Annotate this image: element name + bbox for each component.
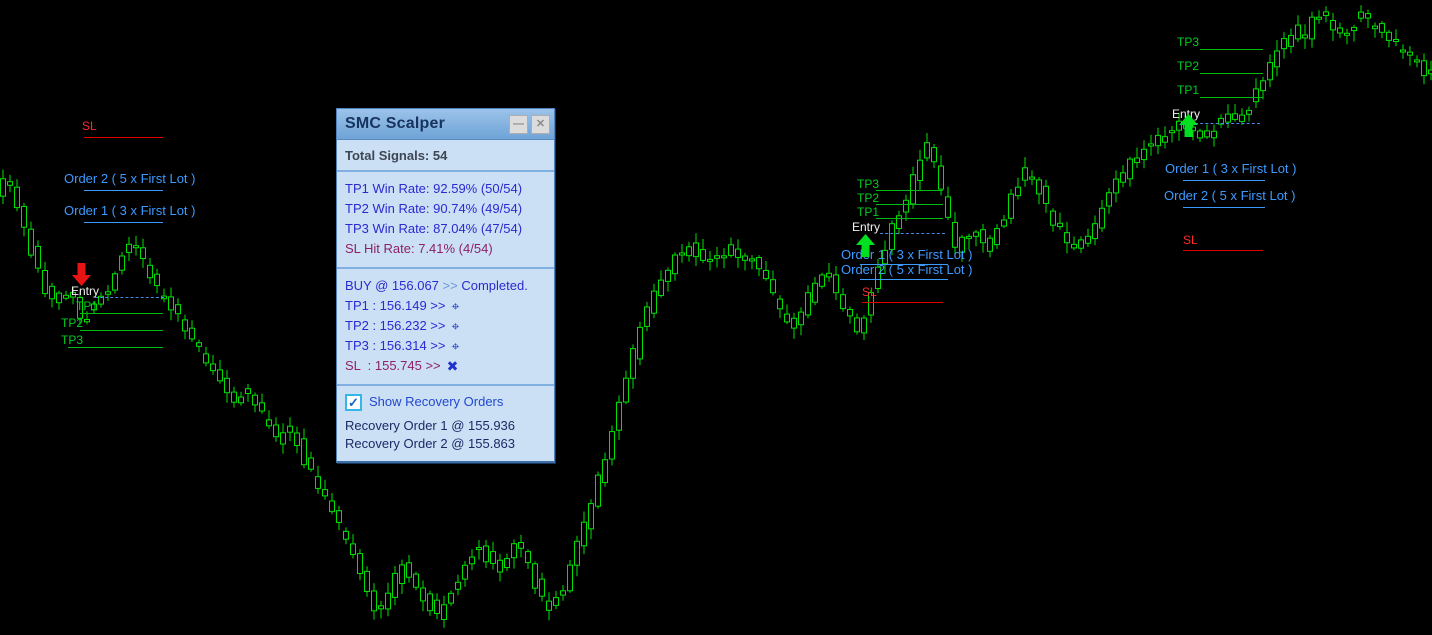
tp1-winrate: TP1 Win Rate: 92.59% (50/54) (345, 181, 523, 196)
close-x-icon[interactable]: ✖ (446, 358, 459, 374)
signal-sl-row: SL : 155.745 >> ✖ (345, 356, 546, 376)
recovery-section: ✓ Show Recovery Orders Recovery Order 1 … (337, 386, 554, 461)
signal-tp1-row: TP1 : 156.149 >> ⌖ (345, 296, 546, 316)
recovery-checkbox[interactable]: ✓ (345, 393, 362, 411)
tp2-target-text: TP2 : 156.232 >> (345, 318, 446, 333)
sl-target-text: SL : 155.745 >> (345, 358, 441, 373)
panel-titlebar[interactable]: SMC Scalper — ✕ (337, 109, 554, 140)
tp1-target-text: TP1 : 156.149 >> (345, 298, 446, 313)
recovery-order-1: Recovery Order 1 @ 155.936 (345, 418, 516, 433)
separator (337, 384, 554, 386)
separator (337, 267, 554, 269)
show-recovery-orders-row[interactable]: ✓ Show Recovery Orders (345, 393, 546, 411)
panel-title: SMC Scalper (345, 115, 446, 132)
smc-scalper-panel[interactable]: SMC Scalper — ✕ Total Signals: 54 TP1 Wi… (336, 108, 555, 463)
signal-tp3-row: TP3 : 156.314 >> ⌖ (345, 336, 546, 356)
recovery-order-2: Recovery Order 2 @ 155.863 (345, 436, 516, 451)
signal-status-text: Completed. (461, 278, 528, 293)
close-button[interactable]: ✕ (531, 114, 550, 134)
target-icon[interactable]: ⌖ (451, 318, 460, 334)
total-signals: Total Signals: 54 (337, 140, 554, 172)
target-icon[interactable]: ⌖ (451, 338, 460, 354)
signal-section: BUY @ 156.067 >> Completed. TP1 : 156.14… (337, 269, 554, 384)
signal-header: BUY @ 156.067 >> Completed. (345, 276, 546, 296)
recovery-checkbox-label[interactable]: Show Recovery Orders (369, 394, 504, 409)
sl-hitrate: SL Hit Rate: 7.41% (4/54) (345, 241, 493, 256)
tp2-winrate: TP2 Win Rate: 90.74% (49/54) (345, 201, 523, 216)
target-icon[interactable]: ⌖ (451, 298, 460, 314)
minimize-button[interactable]: — (509, 114, 528, 134)
signal-tp2-row: TP2 : 156.232 >> ⌖ (345, 316, 546, 336)
arrows-symbol: >> (442, 278, 458, 293)
tp3-target-text: TP3 : 156.314 >> (345, 338, 446, 353)
winrate-section: TP1 Win Rate: 92.59% (50/54) TP2 Win Rat… (337, 172, 554, 267)
tp3-winrate: TP3 Win Rate: 87.04% (47/54) (345, 221, 523, 236)
signal-buy-text: BUY @ 156.067 (345, 278, 439, 293)
